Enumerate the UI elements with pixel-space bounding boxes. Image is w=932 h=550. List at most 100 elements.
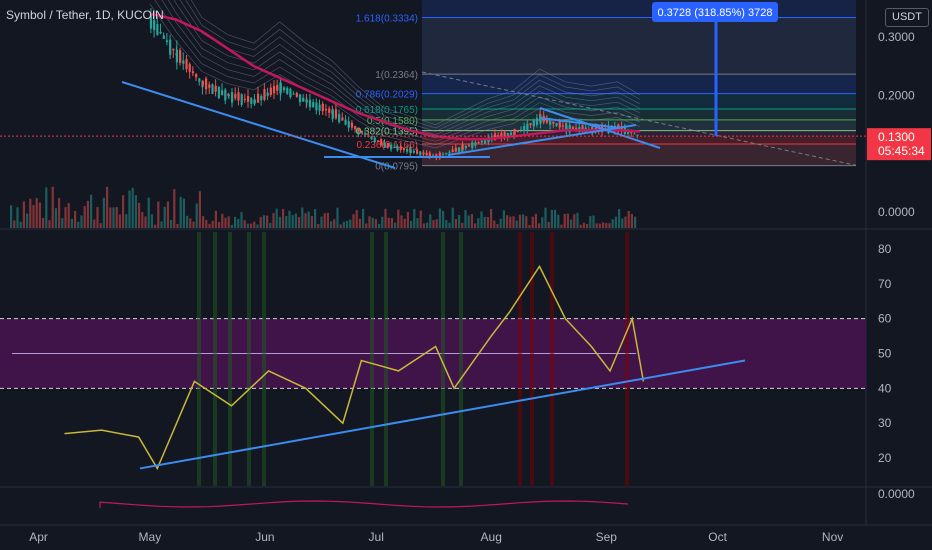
candle-body xyxy=(383,143,386,148)
candle-body xyxy=(282,87,286,91)
candle-body xyxy=(509,132,513,137)
volume-bar xyxy=(362,208,365,228)
last-price-badge xyxy=(867,128,931,161)
candle-body xyxy=(328,108,331,113)
candle-body xyxy=(483,138,487,144)
candle-body xyxy=(529,123,532,125)
candle-body xyxy=(211,84,214,95)
volume-bar xyxy=(106,186,109,228)
volume-bar xyxy=(269,222,272,228)
volume-bar xyxy=(70,218,73,228)
time-tick-label: Jun xyxy=(255,530,274,544)
candle-body xyxy=(597,126,601,132)
candle-body xyxy=(545,117,549,123)
countdown-label: 05:45:34 xyxy=(878,144,925,158)
candle-body xyxy=(513,128,516,136)
volume-bar xyxy=(13,220,16,228)
volume-bar xyxy=(301,207,304,228)
volume-bar xyxy=(550,209,553,228)
volume-bar xyxy=(563,213,566,228)
volume-bar xyxy=(605,222,608,228)
time-tick-label: May xyxy=(139,530,162,544)
measure-label-box xyxy=(652,2,778,22)
candle-body xyxy=(334,109,338,119)
volume-bar xyxy=(240,212,243,228)
volume-bar xyxy=(141,212,144,228)
candle-body xyxy=(376,140,380,142)
volume-bar xyxy=(102,197,105,228)
candle-body xyxy=(471,142,474,149)
candle-body xyxy=(552,121,555,124)
volume-bar xyxy=(61,218,64,228)
volume-bar xyxy=(368,216,371,228)
candle-body xyxy=(364,133,367,135)
volume-bar xyxy=(483,216,486,228)
volume-bar xyxy=(115,206,118,228)
volume-bar xyxy=(429,214,432,228)
currency-badge[interactable]: USDT xyxy=(885,8,929,27)
time-tick-label: Nov xyxy=(822,530,843,544)
volume-bar xyxy=(262,215,265,228)
candle-body xyxy=(406,148,409,152)
volume-bar xyxy=(422,223,425,228)
volume-bar xyxy=(358,218,361,228)
volume-bar xyxy=(438,208,441,228)
candle-body xyxy=(246,95,250,102)
candle-body xyxy=(438,152,441,158)
volume-bar xyxy=(557,214,560,228)
candle-body xyxy=(227,95,230,97)
trend-line xyxy=(539,107,661,149)
candle-body xyxy=(217,86,221,99)
candle-body xyxy=(159,31,162,34)
volume-bar xyxy=(467,215,470,228)
volume-bar xyxy=(621,218,624,228)
oscillator-line xyxy=(99,500,629,508)
volume-bar xyxy=(10,205,13,228)
volume-bar xyxy=(499,218,502,228)
chart-title: Symbol / Tether, 1D, KUCOIN xyxy=(6,8,164,22)
volume-bar xyxy=(90,194,93,228)
volume-bar xyxy=(541,217,544,228)
fib-level-label: 0.382(0.1395) xyxy=(356,127,418,138)
volume-bar xyxy=(227,216,230,228)
candle-body xyxy=(419,151,422,156)
volume-bar xyxy=(589,216,592,228)
candle-body xyxy=(156,24,159,35)
price-tick-label: 0.3000 xyxy=(878,30,915,44)
volume-bar xyxy=(67,203,70,228)
candle-body xyxy=(195,73,198,78)
price-tick-label: 0.0000 xyxy=(878,205,915,219)
volume-bar xyxy=(506,215,509,228)
candle-body xyxy=(386,143,390,148)
candle-body xyxy=(338,114,341,123)
candle-body xyxy=(289,88,292,98)
volume-bar xyxy=(154,224,157,228)
volume-bar xyxy=(387,217,390,228)
time-tick-label: Jul xyxy=(369,530,384,544)
volume-bar xyxy=(22,201,25,228)
candle-body xyxy=(191,71,195,74)
candle-body xyxy=(308,99,312,108)
candle-body xyxy=(162,35,165,39)
candle-body xyxy=(347,121,350,128)
volume-bar xyxy=(243,220,246,228)
volume-bar xyxy=(294,213,297,228)
volume-bar xyxy=(282,209,285,228)
candle-body xyxy=(286,87,289,94)
volume-bar xyxy=(163,206,166,228)
candle-body xyxy=(457,147,461,152)
volume-bar xyxy=(624,216,627,228)
volume-bar xyxy=(32,205,35,228)
candle-body xyxy=(230,92,234,103)
rsi-band xyxy=(0,232,866,486)
candle-body xyxy=(519,129,523,131)
fib-level-label: 0(0.0795) xyxy=(375,162,418,173)
volume-bar xyxy=(326,212,329,228)
grid xyxy=(0,0,932,526)
candle-body xyxy=(237,92,240,101)
candle-body xyxy=(208,84,211,88)
volume-bar xyxy=(586,223,589,228)
fib-level-label: 0.618(0.1765) xyxy=(356,105,418,116)
volume-bar xyxy=(99,223,102,228)
